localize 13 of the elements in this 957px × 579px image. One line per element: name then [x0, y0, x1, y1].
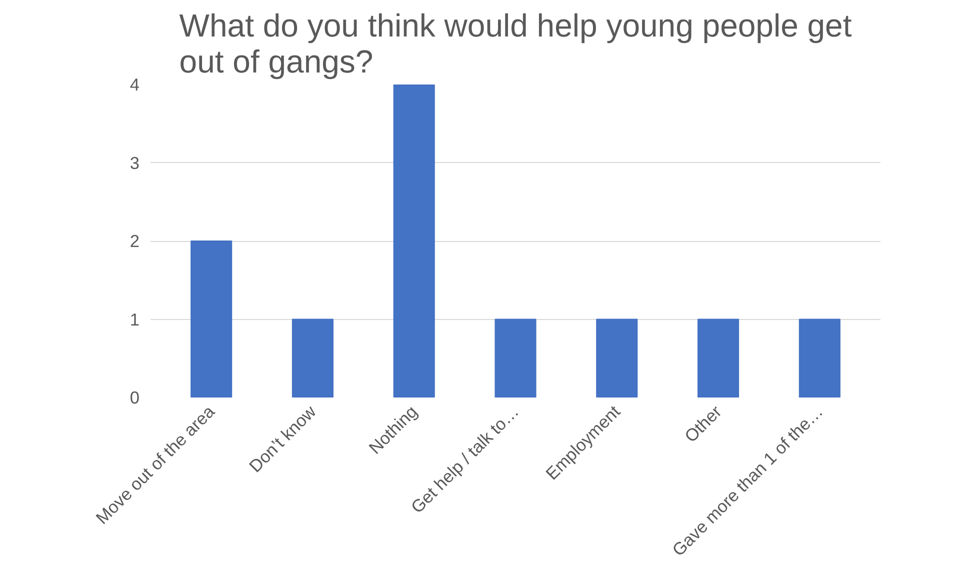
chart-title: What do you think would help young people get out of gangs? — [179, 8, 852, 80]
bar — [596, 318, 638, 398]
bar — [292, 318, 334, 398]
bar — [393, 84, 435, 398]
bar — [190, 240, 232, 398]
bar — [494, 318, 536, 398]
y-tick-label: 0 — [130, 388, 140, 408]
bar — [798, 318, 840, 398]
y-tick-label: 1 — [130, 309, 140, 330]
y-tick-label: 4 — [130, 74, 140, 94]
bar — [698, 318, 740, 398]
y-tick-label: 2 — [130, 231, 140, 251]
y-tick-label: 3 — [130, 152, 140, 173]
